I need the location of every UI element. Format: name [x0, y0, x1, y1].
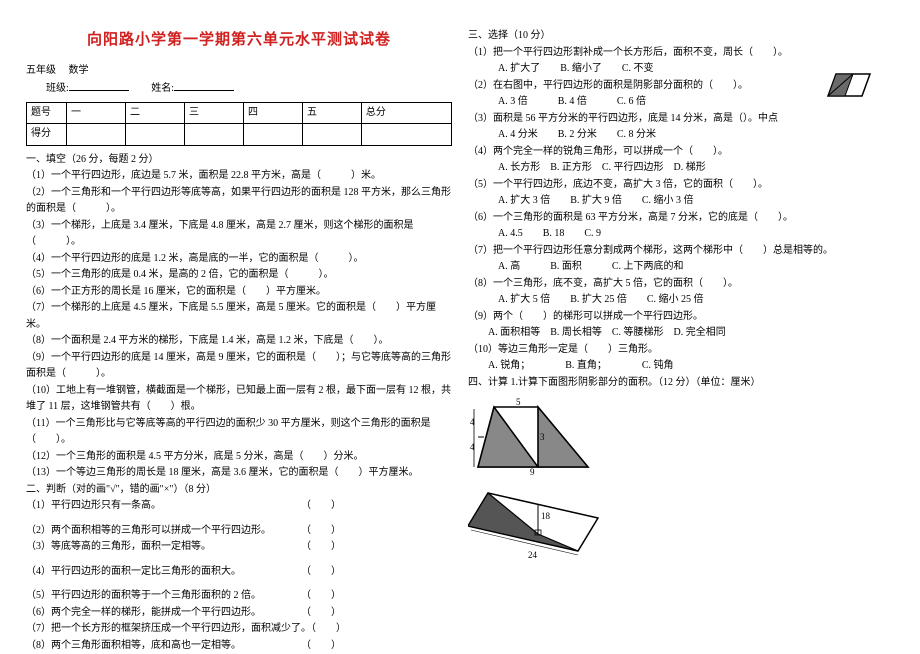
- d2: [125, 124, 184, 146]
- q3-4-opt: A. 长方形 B. 正方形 C. 平行四边形 D. 梯形: [468, 160, 894, 177]
- q3-3-mid: ）。中点: [743, 113, 778, 124]
- q3-10-opt: A. 锐角； B. 直角； C. 钝角: [468, 358, 894, 375]
- section-1-header: 一、填空（26 分，每题 2 分）: [26, 152, 452, 169]
- q1-6: （6）一个正方形的周长是 16 厘米，它的面积是（ ）平方厘米。: [26, 284, 452, 301]
- figure-1: 5 4 4 3 9: [468, 395, 894, 475]
- c5: 五: [302, 102, 361, 124]
- gap: [26, 515, 452, 523]
- d6: [361, 124, 451, 146]
- name-label: 姓名:: [151, 83, 174, 94]
- q3-8-opt: A. 扩大 5 倍 B. 扩大 25 倍 C. 缩小 25 倍: [468, 292, 894, 309]
- q1-9: （9）一个平行四边形的底是 14 厘米，高是 9 厘米，它的面积是（ ）；与它等…: [26, 350, 452, 383]
- q1-2: （2）一个三角形和一个平行四边形等底等高，如果平行四边形的面积是 128 平方米…: [26, 185, 452, 218]
- exam-title: 向阳路小学第一学期第六单元水平测试试卷: [26, 28, 452, 53]
- q2-4: （4）平行四边形的面积一定比三角形的面积大。 （ ）: [26, 564, 452, 581]
- fig1-bottom: 9: [530, 467, 535, 475]
- gap: [26, 580, 452, 588]
- q3-5-opt: A. 扩大 3 倍 B. 扩大 9 倍 C. 缩小 3 倍: [468, 193, 894, 210]
- section-2-header: 二、判断（对的画"√"，错的画"×"）（8 分）: [26, 482, 452, 499]
- left-column: 向阳路小学第一学期第六单元水平测试试卷 五年级 数学 班级: 姓名: 题号 一 …: [26, 28, 452, 654]
- c1: 一: [67, 102, 126, 124]
- d0: 得分: [27, 124, 67, 146]
- subject-text: 数学: [69, 65, 89, 76]
- section-4-header: 四、计算 1.计算下面图形阴影部分的面积。（12 分）（单位：厘米）: [468, 375, 894, 392]
- class-label: 班级:: [46, 83, 69, 94]
- fig2-h: 18: [541, 511, 551, 521]
- q2-8: （8）两个三角形面积相等，底和高也一定相等。 （ ）: [26, 638, 452, 654]
- parallelogram-icon: [826, 70, 872, 100]
- c3: 三: [184, 102, 243, 124]
- d5: [302, 124, 361, 146]
- q3-5: （5）一个平行四边形，底边不变，高扩大 3 倍，它的面积（ ）。: [468, 177, 894, 194]
- q3-4: （4）两个完全一样的锐角三角形，可以拼成一个（ ）。: [468, 144, 894, 161]
- d1: [67, 124, 126, 146]
- q2-1: （1）平行四边形只有一条高。 （ ）: [26, 498, 452, 515]
- q3-10: （10）等边三角形一定是（ ）三角形。: [468, 342, 894, 359]
- grade-subject: 五年级 数学: [26, 63, 452, 80]
- page-container: 向阳路小学第一学期第六单元水平测试试卷 五年级 数学 班级: 姓名: 题号 一 …: [0, 0, 920, 654]
- q3-8: （8）一个三角形，底不变，高扩大 5 倍，它的面积（ ）。: [468, 276, 894, 293]
- q2-6: （6）两个完全一样的梯形，能拼成一个平行四边形。 （ ）: [26, 605, 452, 622]
- q1-7: （7）一个梯形的上底是 4.5 厘米，下底是 5.5 厘米，高是 5 厘米。它的…: [26, 300, 452, 333]
- q1-12: （12）一个三角形的面积是 4.5 平方分米，底是 5 分米，高是（ ）分米。: [26, 449, 452, 466]
- q1-4: （4）一个平行四边形的底是 1.2 米，高是底的一半，它的面积是（ ）。: [26, 251, 452, 268]
- q1-1: （1）一个平行四边形，底边是 5.7 米，面积是 22.8 平方米，高是（ ）米…: [26, 168, 452, 185]
- score-table: 题号 一 二 三 四 五 总分 得分: [26, 102, 452, 146]
- q1-11: （11）一个三角形比与它等底等高的平行四边的面积少 30 平方厘米，则这个三角形…: [26, 416, 452, 449]
- q3-7: （7）把一个平行四边形任意分割成两个梯形，这两个梯形中（ ）总是相等的。: [468, 243, 894, 260]
- score-header-row: 题号 一 二 三 四 五 总分: [27, 102, 452, 124]
- fig1-bh: 3: [540, 432, 545, 442]
- d3: [184, 124, 243, 146]
- gap: [26, 556, 452, 564]
- section-3-header: 三、选择（10 分）: [468, 28, 894, 45]
- c0: 题号: [27, 102, 67, 124]
- q3-6: （6）一个三角形的面积是 63 平方分米，高是 7 分米，它的底是（ ）。: [468, 210, 894, 227]
- q1-3: （3）一个梯形，上底是 3.4 厘米，下底是 4.8 厘米，高是 2.7 厘米，…: [26, 218, 452, 251]
- figure-1-svg: 5 4 4 3 9: [468, 395, 608, 475]
- name-line: 班级: 姓名:: [26, 81, 452, 98]
- q3-3-text: （3）面积是 56 平方分米的平行四边形，底是 14 分米，高是（: [468, 113, 743, 124]
- q3-6-opt: A. 4.5 B. 18 C. 9: [468, 226, 894, 243]
- d4: [243, 124, 302, 146]
- grade-text: 五年级: [26, 65, 56, 76]
- fig1-top: 5: [516, 397, 521, 407]
- name-blank: [174, 81, 234, 91]
- q3-7-opt: A. 高 B. 面积 C. 上下两底的和: [468, 259, 894, 276]
- right-column: 三、选择（10 分） （1）把一个平行四边形割补成一个长方形后，面积不变，周长（…: [468, 28, 894, 654]
- q3-1: （1）把一个平行四边形割补成一个长方形后，面积不变，周长（ ）。: [468, 45, 894, 62]
- q3-3-opt: A. 4 分米 B. 2 分米 C. 8 分米: [468, 127, 894, 144]
- c4: 四: [243, 102, 302, 124]
- q1-10: （10）工地上有一堆钢管，横截面是一个梯形，已知最上面一层有 2 根，最下面一层…: [26, 383, 452, 416]
- q3-9-opt: A. 面积相等 B. 周长相等 C. 等腰梯形 D. 完全相同: [468, 325, 894, 342]
- q3-3: （3）面积是 56 平方分米的平行四边形，底是 14 分米，高是（）。中点: [468, 111, 894, 128]
- q1-8: （8）一个面积是 2.4 平方米的梯形，下底是 1.4 米，高是 1.2 米，下…: [26, 333, 452, 350]
- class-blank: [69, 81, 129, 91]
- q1-13: （13）一个等边三角形的周长是 18 厘米，高是 3.6 厘米，它的面积是（ ）…: [26, 465, 452, 482]
- q2-3: （3）等底等高的三角形，面积一定相等。 （ ）: [26, 539, 452, 556]
- c2: 二: [125, 102, 184, 124]
- figure-2: 18 24: [468, 483, 894, 561]
- q2-5: （5）平行四边形的面积等于一个三角形面积的 2 倍。 （ ）: [26, 588, 452, 605]
- score-value-row: 得分: [27, 124, 452, 146]
- fig2-base: 24: [528, 550, 538, 560]
- c6: 总分: [361, 102, 451, 124]
- figure-2-svg: 18 24: [468, 483, 618, 561]
- q2-2: （2）两个面积相等的三角形可以拼成一个平行四边形。 （ ）: [26, 523, 452, 540]
- q3-9: （9）两个（ ）的梯形可以拼成一个平行四边形。: [468, 309, 894, 326]
- q1-5: （5）一个三角形的底是 0.4 米，是高的 2 倍，它的面积是（ ）。: [26, 267, 452, 284]
- q2-7: （7）把一个长方形的框架挤压成一个平行四边形，面积减少了。（ ）: [26, 621, 452, 638]
